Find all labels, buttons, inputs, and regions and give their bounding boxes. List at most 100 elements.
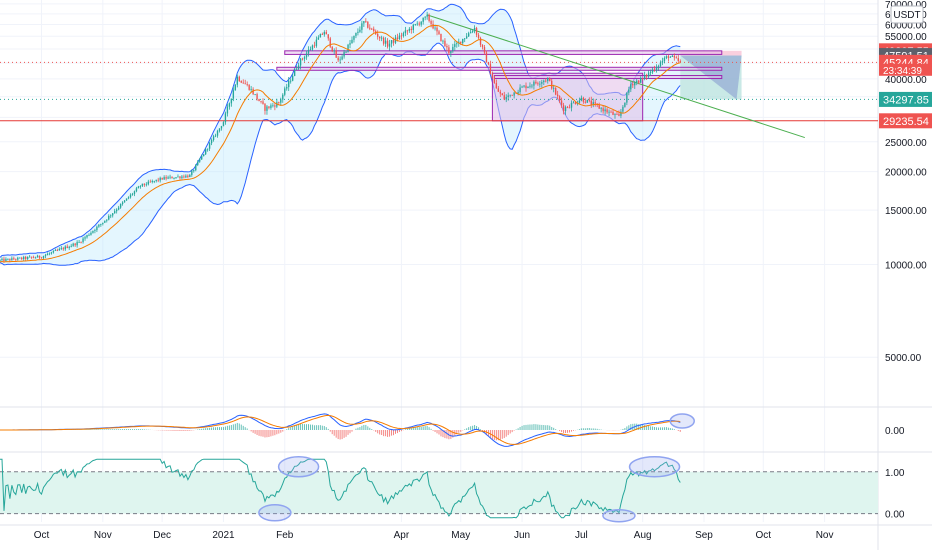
candle-body (592, 102, 594, 105)
candle-body (562, 105, 565, 112)
candle-body (519, 87, 521, 93)
candle-body (365, 21, 367, 22)
candle-body (541, 82, 543, 84)
candle-body (580, 97, 583, 101)
candle-body (139, 186, 142, 187)
candle-body (671, 55, 674, 57)
candle-body (610, 111, 612, 113)
candle-body (545, 80, 547, 82)
candle-body (556, 94, 559, 97)
candle-body (28, 256, 31, 258)
annotation-ellipse (277, 455, 320, 478)
candle-body (117, 207, 120, 210)
candle-body (521, 86, 523, 88)
candle-body (25, 256, 27, 259)
candle-body (523, 85, 525, 87)
candle-body (337, 57, 339, 61)
candle-body (539, 83, 541, 85)
candle-body (543, 80, 545, 83)
candle-body (531, 85, 533, 87)
x-tick-label: Apr (394, 530, 410, 541)
candle-body (503, 95, 505, 100)
candle-body (254, 94, 256, 95)
candle-body (104, 220, 106, 223)
candle-body (651, 69, 654, 73)
candle-body (598, 105, 600, 109)
candle-body (258, 99, 260, 102)
candle-body (517, 92, 519, 94)
candle-body (149, 181, 151, 183)
candle-body (23, 256, 25, 260)
candle-body (380, 37, 383, 39)
candle-body (141, 183, 144, 187)
candle-body (236, 76, 238, 85)
candle-body (157, 179, 159, 181)
candle-body (66, 246, 68, 249)
candle-body (218, 128, 221, 131)
candle-body (491, 74, 494, 79)
candle-body (529, 85, 531, 87)
candle-body (260, 101, 262, 102)
price-label: 23:34:39 (883, 66, 922, 77)
candle-body (46, 254, 49, 256)
candle-body (244, 83, 246, 85)
candle-body (270, 105, 272, 108)
candle-body (454, 44, 456, 47)
candle-body (291, 75, 294, 81)
candle-body (507, 95, 509, 98)
candle-body (643, 75, 646, 79)
candle-body (1, 258, 3, 261)
candle-body (509, 94, 511, 96)
candle-body (230, 98, 233, 104)
candle-body (137, 186, 140, 189)
candle-body (634, 82, 636, 86)
candle-body (412, 24, 414, 30)
x-tick-label: May (451, 530, 470, 541)
candle-body (473, 27, 476, 32)
candle-body (171, 176, 173, 179)
candle-body (92, 230, 94, 233)
candle-body (159, 177, 161, 181)
price-label: 29235.54 (883, 116, 929, 128)
candle-body (100, 224, 102, 225)
candle-body (373, 28, 375, 32)
candle-body (38, 255, 41, 258)
annotation-ellipse (669, 413, 695, 429)
candle-body (323, 32, 325, 35)
candle-body (390, 40, 393, 44)
oscillator-y-tick-label: 1.00 (885, 468, 905, 479)
candle-body (679, 61, 681, 63)
candle-body (289, 80, 292, 82)
candle-body (80, 242, 82, 243)
candle-body (56, 250, 59, 251)
candle-body (321, 34, 324, 35)
candle-body (210, 140, 213, 144)
candle-body (268, 106, 270, 108)
candle-body (438, 31, 440, 34)
moving-average-line (0, 24, 681, 263)
candle-body (551, 80, 553, 89)
candle-body (295, 68, 298, 70)
candle-body (145, 184, 148, 186)
candle-body (266, 106, 268, 111)
candle-body (216, 130, 219, 136)
x-tick-label: Jun (514, 530, 530, 541)
candle-body (398, 35, 401, 40)
candle-body (588, 99, 590, 101)
candle-body (282, 94, 284, 100)
candle-body (232, 90, 235, 99)
candle-body (143, 183, 146, 185)
candle-body (309, 49, 312, 51)
y-tick-label: 40000.00 (885, 75, 927, 86)
candle-body (163, 177, 165, 180)
candle-body (106, 219, 108, 221)
candle-body (202, 154, 205, 157)
macd-y-tick-label: 0.00 (885, 426, 905, 437)
candle-body (535, 81, 537, 84)
candle-body (612, 111, 614, 115)
candle-body (572, 102, 575, 104)
candle-body (40, 257, 43, 259)
x-tick-label: Sep (695, 530, 713, 541)
candle-body (333, 50, 335, 52)
